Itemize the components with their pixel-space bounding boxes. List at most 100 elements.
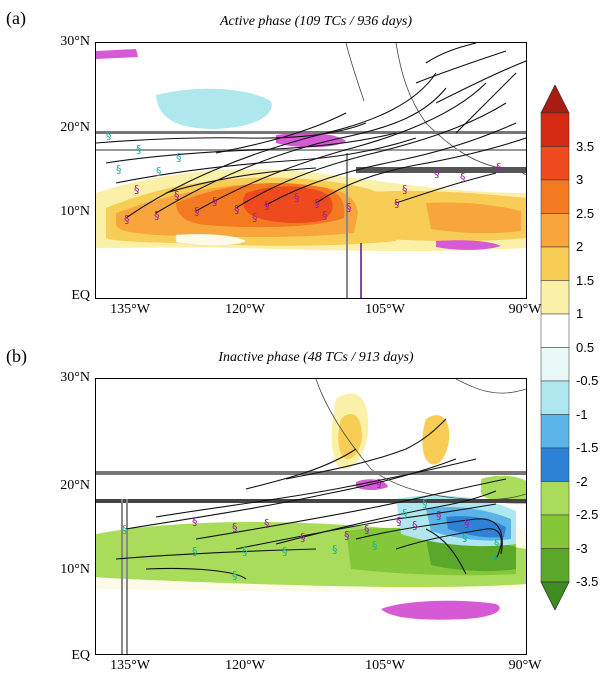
colorbar-segment — [540, 414, 570, 449]
panel-b-lat-20: 20°N — [60, 478, 90, 493]
svg-text:§: § — [492, 551, 498, 564]
panel-b-anom-blue3 — [446, 516, 506, 538]
svg-text:§: § — [344, 529, 350, 542]
svg-text:§: § — [436, 509, 442, 522]
colorbar-segment — [540, 548, 570, 583]
svg-text:§: § — [124, 213, 130, 226]
panel-b-map: § § § § § § § § § § § § § § § § § § § § § § § — [95, 378, 527, 655]
panel-b-genesis-markers-teal: §§ § § § § §§§ §§§ — [122, 497, 500, 582]
panel-a-genesis-markers-teal: § § § § § — [106, 129, 182, 178]
svg-text:§: § — [174, 189, 180, 202]
panel-a-lat-eq: EQ — [71, 288, 90, 303]
panel-b-lon-105: 105°W — [365, 658, 405, 673]
panel-a-coastline — [395, 43, 526, 176]
colorbar — [540, 84, 610, 611]
panel-a-anom-cool — [156, 88, 272, 129]
colorbar-tick-label: 1 — [576, 306, 584, 321]
colorbar-tick-label: -3 — [576, 540, 588, 556]
panel-a-lat-20: 20°N — [60, 120, 90, 135]
svg-text:§: § — [332, 543, 338, 556]
panel-b-lon-90: 90°W — [508, 658, 542, 673]
svg-text:§: § — [496, 161, 502, 174]
svg-text:§: § — [462, 531, 468, 544]
panel-a-artifact2 — [96, 149, 526, 151]
colorbar-segment — [540, 481, 570, 516]
panel-b-tracks — [115, 418, 507, 580]
svg-text:§: § — [346, 201, 352, 214]
colorbar-segment — [540, 280, 570, 315]
panel-a-coastline-baja — [345, 43, 365, 102]
colorbar-segment — [540, 514, 570, 549]
svg-text:§: § — [412, 519, 418, 532]
colorbar-tick-label: 3.5 — [576, 138, 595, 154]
panel-a-lon-90: 90°W — [508, 302, 542, 317]
panel-a-lat-10: 10°N — [60, 204, 90, 219]
svg-text:§: § — [394, 197, 400, 210]
panel-a-anom-light — [175, 234, 247, 246]
panel-b-anom-warm3 — [422, 415, 450, 465]
svg-text:§: § — [232, 569, 238, 582]
svg-text:§: § — [364, 523, 370, 536]
svg-text:§: § — [154, 209, 160, 222]
svg-text:§: § — [264, 199, 270, 212]
panel-a-anom-magenta1 — [96, 49, 138, 59]
panel-b-anom-magenta1 — [381, 600, 500, 620]
svg-text:§: § — [116, 163, 122, 176]
colorbar-tick-label: 0.5 — [576, 339, 595, 355]
svg-text:§: § — [194, 205, 200, 218]
colorbar-segment — [540, 146, 570, 181]
colorbar-segment — [540, 447, 570, 482]
panel-b-genesis-markers: § § § § § § § §§ §§ — [192, 477, 470, 544]
panel-a-anom-magenta3 — [436, 240, 501, 250]
svg-text:§: § — [422, 497, 428, 510]
panel-a-artifact5 — [360, 243, 362, 298]
svg-text:§: § — [294, 191, 300, 204]
svg-text:§: § — [234, 203, 240, 216]
colorbar-top-arrow — [540, 84, 570, 114]
panel-a-map-graphic: § § § § § § § §§ §§ § § §§ §§§ §§§ § § — [96, 43, 526, 298]
panel-a-lat-30: 30°N — [60, 34, 90, 49]
svg-text:§: § — [136, 143, 142, 156]
svg-text:§: § — [402, 507, 408, 520]
panel-b-map-graphic: § § § § § § § §§ §§ §§ § § § § §§§ §§§ — [96, 379, 526, 654]
svg-text:§: § — [192, 515, 198, 528]
panel-b-lat-10: 10°N — [60, 562, 90, 577]
colorbar-bottom-arrow — [540, 581, 570, 611]
panel-b-letter: (b) — [6, 346, 27, 366]
colorbar-tick-label: -1.5 — [576, 440, 599, 455]
colorbar-segment — [540, 313, 570, 348]
panel-a-letter: (a) — [6, 8, 26, 28]
svg-text:§: § — [252, 211, 258, 224]
svg-text:§: § — [464, 517, 470, 530]
panel-b-lon-135: 135°W — [110, 658, 150, 673]
panel-a-lon-135: 135°W — [110, 302, 150, 317]
svg-text:§: § — [282, 545, 288, 558]
panel-a-title: Active phase (109 TCs / 936 days) — [219, 14, 413, 29]
panel-a-artifact3 — [356, 167, 526, 173]
panel-b-artifact1 — [96, 471, 526, 475]
svg-text:§: § — [402, 183, 408, 196]
panel-a-genesis-markers: § § § § § § § §§ §§ § § §§ §§§ — [124, 161, 502, 226]
colorbar-segment — [540, 246, 570, 281]
svg-text:§: § — [434, 167, 440, 180]
panel-a-anom-right-inner — [426, 202, 521, 234]
panel-a-anom-25 — [243, 186, 333, 223]
panel-b-artifact4 — [126, 499, 128, 654]
svg-text:§: § — [314, 197, 320, 210]
panel-b-coastline-top — [455, 379, 526, 394]
colorbar-tick-label: 2 — [576, 239, 584, 254]
svg-text:§: § — [242, 545, 248, 558]
panel-a-lon-120: 120°W — [225, 302, 265, 317]
colorbar-tick-label: -1 — [576, 406, 588, 422]
svg-text:§: § — [322, 209, 328, 222]
svg-text:§: § — [460, 171, 466, 184]
colorbar-tick-label: 3 — [576, 172, 584, 187]
colorbar-tick-label: 2.5 — [576, 205, 595, 221]
svg-text:§: § — [300, 531, 306, 544]
colorbar-segment — [540, 213, 570, 248]
svg-text:§: § — [192, 545, 198, 558]
panel-a-artifact4 — [346, 153, 348, 298]
svg-text:§: § — [122, 523, 128, 536]
svg-text:§: § — [134, 183, 140, 196]
panel-b-artifact3 — [121, 499, 123, 654]
